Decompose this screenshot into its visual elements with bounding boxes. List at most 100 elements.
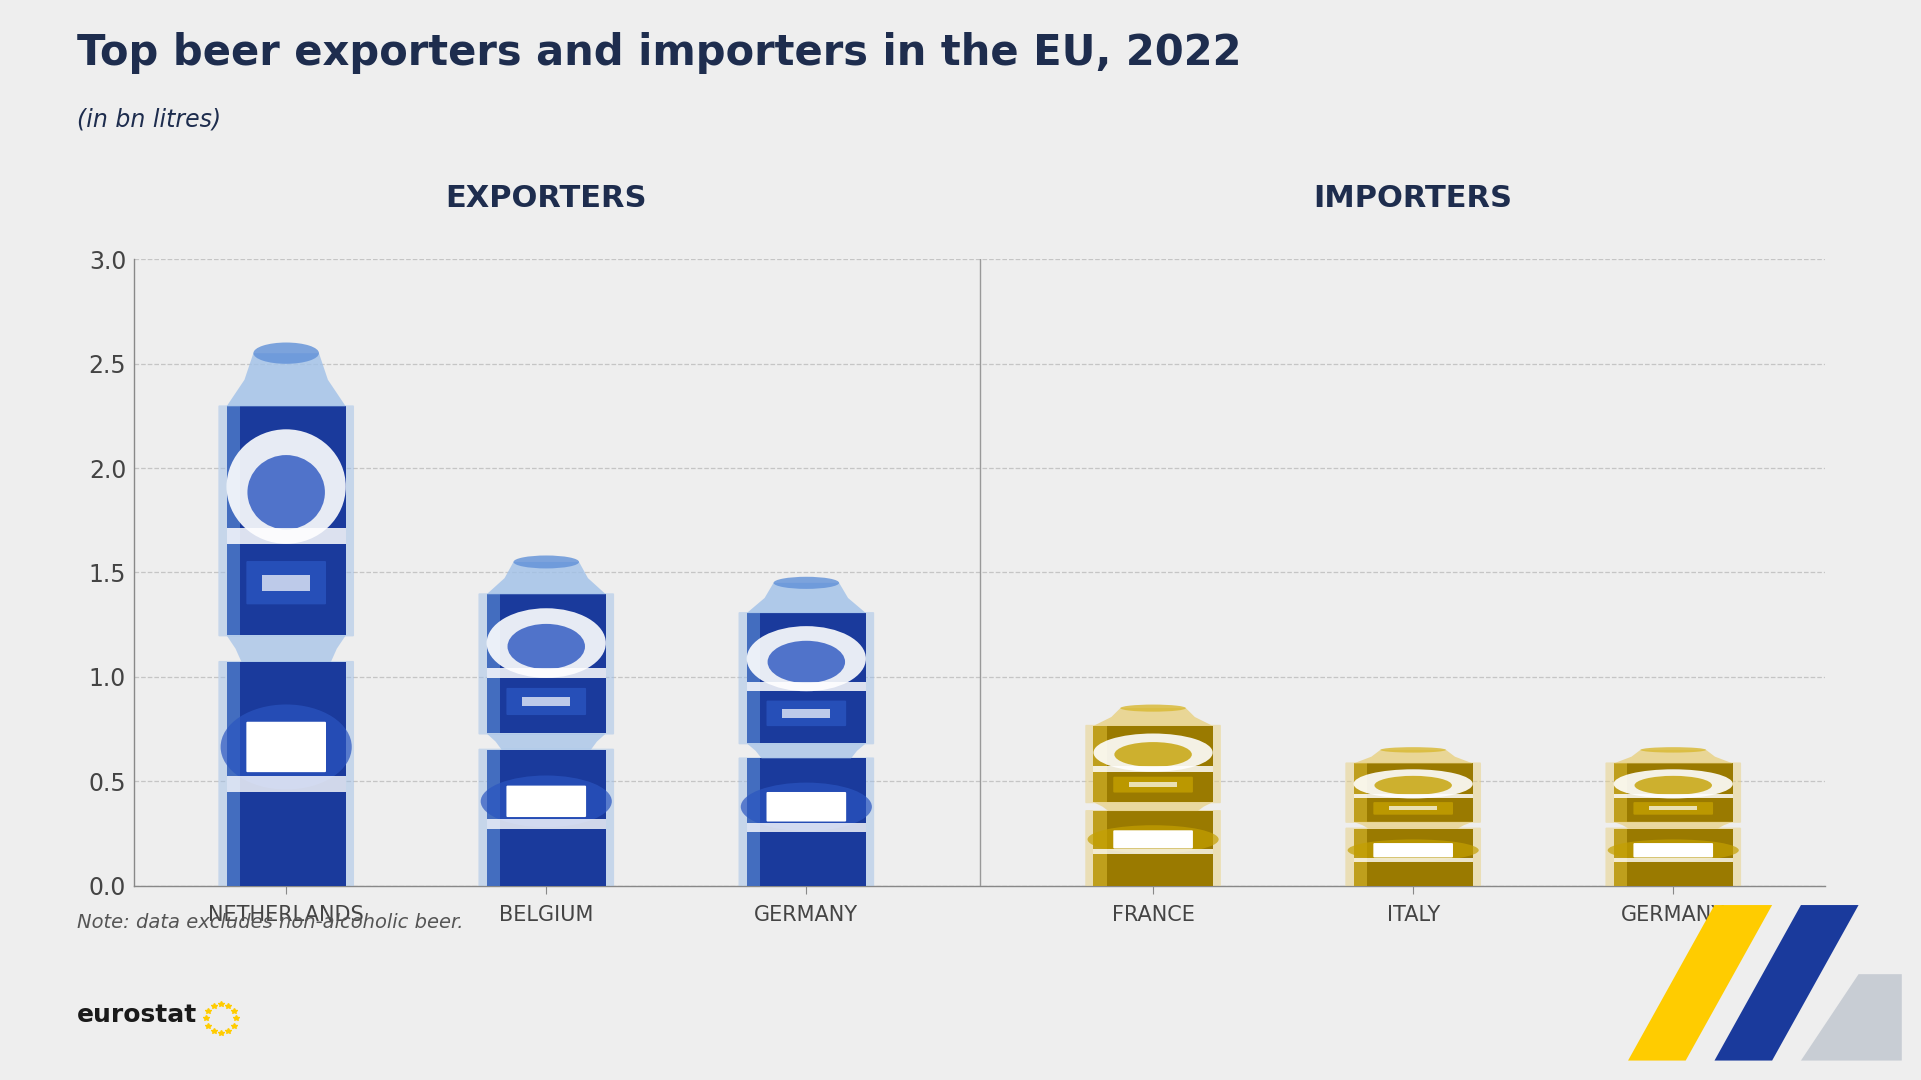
Ellipse shape bbox=[1635, 775, 1712, 795]
Polygon shape bbox=[1354, 822, 1473, 828]
Bar bbox=[523, 697, 571, 706]
Bar bbox=[747, 613, 761, 743]
FancyBboxPatch shape bbox=[1085, 725, 1222, 804]
FancyBboxPatch shape bbox=[738, 757, 874, 887]
Polygon shape bbox=[1714, 905, 1858, 1061]
Polygon shape bbox=[486, 733, 605, 750]
FancyBboxPatch shape bbox=[1606, 762, 1740, 823]
Ellipse shape bbox=[742, 783, 872, 831]
Bar bbox=[486, 594, 499, 733]
Ellipse shape bbox=[1093, 733, 1212, 771]
Bar bbox=[486, 750, 605, 886]
Bar bbox=[486, 669, 605, 678]
Bar bbox=[747, 613, 866, 743]
FancyBboxPatch shape bbox=[1374, 802, 1452, 814]
Bar bbox=[747, 823, 866, 833]
Polygon shape bbox=[1802, 974, 1902, 1061]
FancyBboxPatch shape bbox=[1085, 810, 1222, 887]
Bar bbox=[1093, 849, 1212, 854]
Ellipse shape bbox=[507, 624, 586, 670]
Ellipse shape bbox=[1354, 769, 1473, 798]
Bar bbox=[747, 683, 866, 691]
Ellipse shape bbox=[227, 429, 346, 543]
Bar bbox=[1093, 767, 1212, 771]
Bar bbox=[486, 819, 605, 828]
FancyBboxPatch shape bbox=[246, 561, 327, 605]
Bar bbox=[1093, 811, 1106, 886]
Bar bbox=[1389, 807, 1437, 810]
Bar bbox=[1614, 764, 1733, 822]
Text: IMPORTERS: IMPORTERS bbox=[1314, 185, 1512, 213]
FancyBboxPatch shape bbox=[1114, 777, 1193, 793]
Bar bbox=[227, 662, 346, 886]
Text: Top beer exporters and importers in the EU, 2022: Top beer exporters and importers in the … bbox=[77, 32, 1241, 75]
FancyBboxPatch shape bbox=[1633, 843, 1714, 858]
FancyBboxPatch shape bbox=[1633, 802, 1714, 814]
Polygon shape bbox=[486, 562, 605, 594]
Bar bbox=[1093, 726, 1106, 802]
Ellipse shape bbox=[1349, 839, 1479, 861]
FancyBboxPatch shape bbox=[1374, 843, 1452, 858]
FancyBboxPatch shape bbox=[478, 593, 615, 734]
Bar bbox=[1354, 764, 1366, 822]
FancyBboxPatch shape bbox=[507, 785, 586, 818]
Ellipse shape bbox=[513, 555, 578, 568]
Ellipse shape bbox=[768, 640, 845, 683]
Ellipse shape bbox=[1120, 704, 1185, 712]
Ellipse shape bbox=[1087, 825, 1218, 853]
Polygon shape bbox=[227, 635, 346, 662]
Bar bbox=[1354, 764, 1473, 822]
FancyBboxPatch shape bbox=[738, 612, 874, 744]
Ellipse shape bbox=[1608, 839, 1739, 861]
Bar bbox=[1354, 858, 1473, 862]
Ellipse shape bbox=[486, 608, 605, 678]
FancyBboxPatch shape bbox=[478, 748, 615, 887]
Bar bbox=[1354, 828, 1473, 886]
Bar bbox=[1614, 828, 1627, 886]
FancyBboxPatch shape bbox=[1345, 827, 1481, 887]
FancyBboxPatch shape bbox=[219, 661, 353, 887]
Bar bbox=[227, 777, 346, 792]
Polygon shape bbox=[1627, 905, 1771, 1061]
FancyBboxPatch shape bbox=[766, 701, 845, 726]
FancyBboxPatch shape bbox=[1345, 762, 1481, 823]
Polygon shape bbox=[1614, 822, 1733, 828]
Ellipse shape bbox=[248, 455, 325, 529]
FancyBboxPatch shape bbox=[766, 792, 845, 822]
Ellipse shape bbox=[221, 704, 352, 789]
Polygon shape bbox=[1614, 750, 1733, 764]
Ellipse shape bbox=[1614, 769, 1733, 798]
Text: EXPORTERS: EXPORTERS bbox=[446, 185, 647, 213]
Text: (in bn litres): (in bn litres) bbox=[77, 108, 221, 132]
Bar bbox=[1614, 858, 1733, 862]
Ellipse shape bbox=[774, 577, 839, 589]
Bar bbox=[1093, 811, 1212, 886]
Ellipse shape bbox=[254, 342, 319, 364]
FancyBboxPatch shape bbox=[219, 405, 353, 636]
FancyBboxPatch shape bbox=[1606, 827, 1740, 887]
Polygon shape bbox=[1093, 708, 1212, 726]
Bar bbox=[227, 406, 346, 635]
Bar bbox=[747, 758, 866, 886]
Bar bbox=[1093, 726, 1212, 802]
Bar bbox=[1614, 795, 1733, 798]
Ellipse shape bbox=[1381, 747, 1447, 753]
Ellipse shape bbox=[1641, 747, 1706, 753]
Bar bbox=[486, 594, 605, 733]
Ellipse shape bbox=[747, 626, 866, 691]
Bar bbox=[1354, 795, 1473, 798]
Bar bbox=[1354, 828, 1366, 886]
Text: Note: data excludes non-alcoholic beer.: Note: data excludes non-alcoholic beer. bbox=[77, 913, 463, 932]
Bar bbox=[1614, 828, 1733, 886]
Bar bbox=[227, 662, 240, 886]
FancyBboxPatch shape bbox=[507, 688, 586, 715]
Polygon shape bbox=[747, 583, 866, 613]
Bar bbox=[1614, 764, 1627, 822]
Ellipse shape bbox=[480, 775, 611, 827]
Polygon shape bbox=[1354, 750, 1473, 764]
Polygon shape bbox=[227, 353, 346, 406]
Bar bbox=[747, 758, 761, 886]
Bar bbox=[227, 528, 346, 543]
Polygon shape bbox=[1093, 802, 1212, 811]
Bar bbox=[227, 406, 240, 635]
